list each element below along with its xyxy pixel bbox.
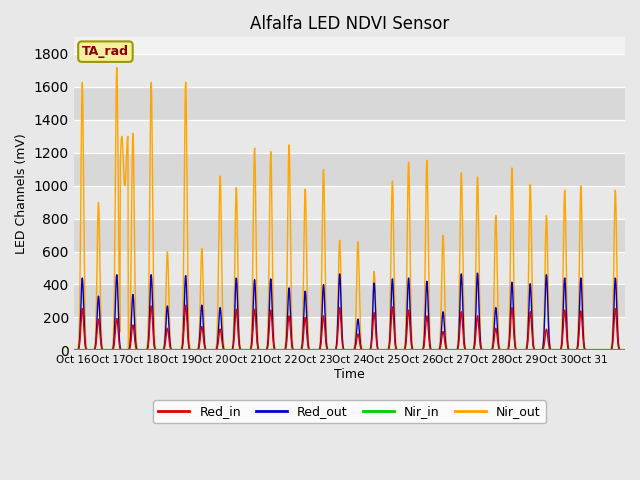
Nir_out: [587, 348, 595, 353]
Nir_out: [621, 348, 629, 353]
Line: Nir_out: Nir_out: [74, 68, 625, 350]
Bar: [74, 54, 625, 87]
Nir_in: [586, 347, 593, 353]
Red_out: [587, 348, 595, 353]
Red_out: [80, 317, 88, 323]
Nir_out: [319, 169, 327, 175]
Red_in: [169, 348, 177, 353]
Nir_in: [621, 347, 629, 353]
Nir_in: [80, 347, 88, 353]
Nir_out: [450, 348, 458, 353]
Red_in: [450, 348, 458, 353]
Nir_out: [352, 310, 360, 315]
Title: Alfalfa LED NDVI Sensor: Alfalfa LED NDVI Sensor: [250, 15, 449, 33]
Bar: [74, 120, 625, 153]
Red_in: [70, 348, 77, 353]
Nir_in: [449, 347, 457, 353]
Text: TA_rad: TA_rad: [82, 45, 129, 58]
Red_in: [587, 348, 595, 353]
Line: Red_in: Red_in: [74, 305, 625, 350]
Bar: [74, 218, 625, 252]
Bar: [74, 153, 625, 186]
Red_out: [169, 348, 177, 353]
Nir_out: [586, 348, 594, 353]
Red_out: [449, 348, 457, 353]
Line: Red_out: Red_out: [74, 273, 625, 350]
Nir_in: [70, 347, 77, 353]
Red_in: [319, 313, 327, 319]
Nir_out: [169, 348, 177, 353]
Red_out: [586, 348, 594, 353]
Red_out: [70, 348, 77, 353]
Red_out: [319, 288, 327, 293]
Nir_in: [352, 347, 360, 353]
Red_in: [80, 330, 88, 336]
Red_out: [352, 340, 360, 346]
Red_out: [474, 270, 481, 276]
Bar: [74, 317, 625, 350]
Red_out: [621, 348, 629, 353]
Y-axis label: LED Channels (mV): LED Channels (mV): [15, 133, 28, 254]
Red_in: [182, 302, 189, 308]
Bar: [74, 285, 625, 317]
Nir_in: [319, 347, 327, 353]
Nir_out: [80, 236, 88, 242]
Red_in: [621, 348, 629, 353]
Bar: [74, 186, 625, 218]
Red_in: [586, 348, 594, 353]
X-axis label: Time: Time: [334, 368, 365, 381]
Nir_out: [113, 65, 121, 71]
Bar: [74, 252, 625, 285]
Bar: [74, 87, 625, 120]
Nir_in: [169, 347, 177, 353]
Legend: Red_in, Red_out, Nir_in, Nir_out: Red_in, Red_out, Nir_in, Nir_out: [153, 400, 545, 423]
Red_in: [352, 342, 360, 348]
Nir_out: [70, 348, 77, 353]
